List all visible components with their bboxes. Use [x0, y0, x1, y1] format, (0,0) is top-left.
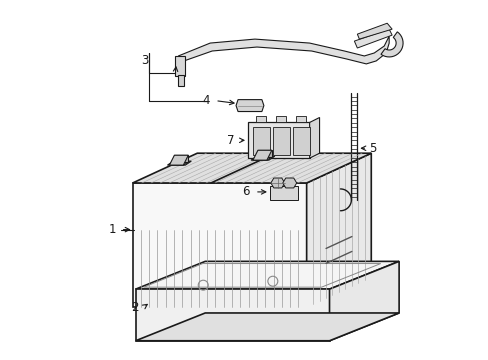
Polygon shape [275, 116, 285, 122]
Polygon shape [174, 155, 188, 162]
Text: 6: 6 [242, 185, 249, 198]
Polygon shape [169, 162, 188, 165]
Polygon shape [295, 116, 305, 122]
Polygon shape [135, 289, 329, 341]
Polygon shape [380, 32, 402, 57]
Polygon shape [292, 127, 309, 155]
Polygon shape [169, 155, 188, 165]
Polygon shape [178, 36, 388, 64]
Polygon shape [175, 56, 185, 76]
Polygon shape [236, 100, 264, 112]
Polygon shape [354, 29, 391, 48]
Polygon shape [357, 23, 391, 39]
Polygon shape [272, 127, 289, 155]
Polygon shape [282, 178, 296, 188]
Polygon shape [306, 153, 370, 307]
Polygon shape [309, 117, 319, 158]
Polygon shape [250, 156, 274, 160]
Text: 7: 7 [226, 134, 234, 147]
Polygon shape [329, 261, 398, 341]
Polygon shape [252, 127, 269, 155]
Polygon shape [132, 153, 370, 183]
Polygon shape [132, 183, 306, 307]
Polygon shape [247, 122, 309, 158]
Polygon shape [252, 157, 271, 160]
Text: 2: 2 [131, 301, 138, 314]
Polygon shape [178, 75, 184, 86]
Polygon shape [255, 116, 265, 122]
Polygon shape [269, 186, 297, 200]
Polygon shape [167, 161, 191, 165]
Polygon shape [135, 313, 398, 341]
Text: 3: 3 [141, 54, 148, 67]
Text: 4: 4 [203, 94, 210, 107]
Polygon shape [270, 178, 284, 188]
Polygon shape [252, 150, 271, 160]
Text: 1: 1 [108, 223, 116, 236]
Text: 5: 5 [368, 142, 376, 155]
Polygon shape [135, 261, 398, 289]
Polygon shape [257, 150, 271, 157]
